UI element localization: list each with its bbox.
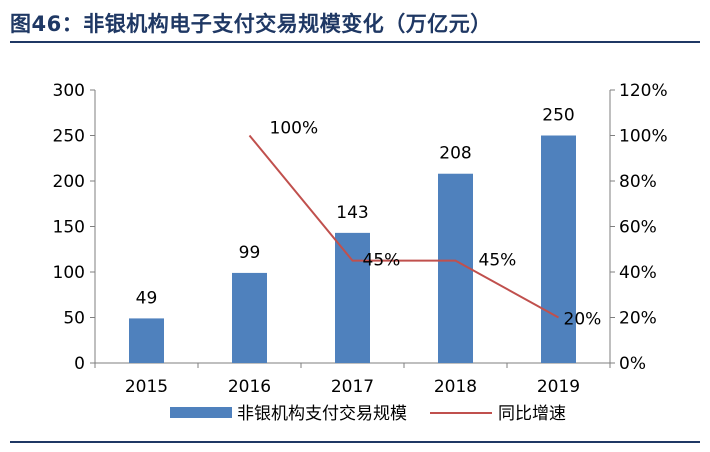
left-tick-label: 200 <box>53 172 85 192</box>
right-tick-label: 120% <box>619 81 668 101</box>
x-tick-label: 2017 <box>331 377 374 397</box>
bar-value-label: 143 <box>336 203 368 223</box>
left-tick-label: 250 <box>53 127 85 147</box>
right-tick-label: 100% <box>619 127 668 147</box>
figure-title: 图46：非银机构电子支付交易规模变化（万亿元） <box>10 12 492 36</box>
right-tick-label: 60% <box>619 218 657 238</box>
right-tick-label: 20% <box>619 309 657 329</box>
line-value-label: 100% <box>270 119 319 139</box>
x-tick-label: 2015 <box>125 377 168 397</box>
legend-bar-swatch <box>170 407 232 418</box>
right-tick-label: 0% <box>619 354 646 374</box>
bar-value-label: 99 <box>239 243 261 263</box>
bar <box>438 173 473 363</box>
left-tick-label: 50 <box>63 309 85 329</box>
legend-line-label: 同比增速 <box>498 404 566 424</box>
x-tick-label: 2019 <box>537 377 580 397</box>
left-tick-label: 100 <box>53 263 85 283</box>
bar-value-label: 49 <box>136 288 158 308</box>
x-tick-label: 2016 <box>228 377 271 397</box>
figure-header: 图46：非银机构电子支付交易规模变化（万亿元） <box>10 8 700 42</box>
bar-value-label: 250 <box>542 106 574 126</box>
growth-line <box>248 134 559 319</box>
right-tick-label: 40% <box>619 263 657 283</box>
bar <box>232 272 267 363</box>
x-tick-label: 2018 <box>434 377 477 397</box>
footer-rule <box>10 441 700 443</box>
left-tick-label: 0 <box>74 354 85 374</box>
left-tick-label: 150 <box>53 218 85 238</box>
left-tick-label: 300 <box>53 81 85 101</box>
bar <box>335 232 370 363</box>
right-tick-label: 80% <box>619 172 657 192</box>
bar <box>129 318 164 363</box>
line-value-label: 45% <box>363 251 401 271</box>
line-value-label: 45% <box>479 251 517 271</box>
bar <box>541 135 576 363</box>
header-rule <box>10 41 700 43</box>
legend-bar-label: 非银机构支付交易规模 <box>237 404 407 424</box>
line-value-label: 20% <box>564 310 602 330</box>
bar-value-label: 208 <box>439 144 471 164</box>
